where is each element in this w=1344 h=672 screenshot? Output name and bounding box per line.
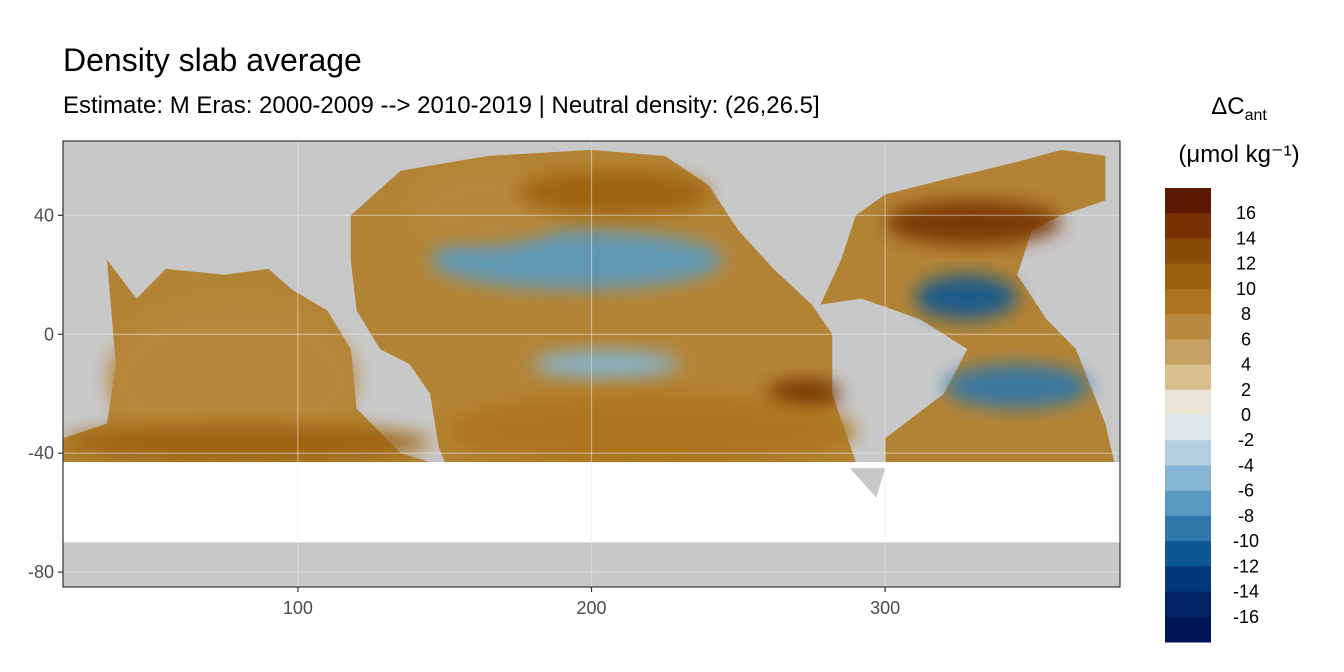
legend-label: 0 bbox=[1241, 405, 1251, 425]
heatmap-cell bbox=[885, 200, 1062, 246]
heatmap-cell bbox=[943, 364, 1091, 409]
legend-swatch bbox=[1165, 591, 1211, 618]
legend-label: 6 bbox=[1241, 329, 1251, 349]
legend-units: (μmol kg⁻¹) bbox=[1178, 141, 1299, 168]
heatmap-cell bbox=[63, 423, 431, 463]
legend-swatch bbox=[1165, 616, 1211, 643]
heatmap-cell bbox=[430, 230, 724, 290]
legend-label: 14 bbox=[1236, 228, 1256, 248]
legend-label: 4 bbox=[1241, 355, 1251, 375]
legend-swatch bbox=[1165, 364, 1211, 391]
legend-swatch bbox=[1165, 213, 1211, 239]
legend-label: -2 bbox=[1238, 430, 1254, 450]
legend-label: 12 bbox=[1236, 254, 1256, 274]
chart-title: Density slab average bbox=[63, 42, 362, 78]
legend-label: 2 bbox=[1241, 380, 1251, 400]
legend-label: -12 bbox=[1233, 556, 1259, 576]
legend-label: 16 bbox=[1236, 203, 1256, 223]
x-tick-label: 100 bbox=[283, 598, 313, 618]
heatmap-cell bbox=[444, 393, 856, 469]
legend-swatch bbox=[1165, 415, 1211, 441]
legend-label: -10 bbox=[1233, 531, 1259, 551]
y-tick-label: -80 bbox=[28, 562, 54, 582]
legend-swatch bbox=[1165, 490, 1211, 517]
legend-title-subscript: ant bbox=[1245, 107, 1268, 124]
legend-swatch bbox=[1165, 188, 1211, 214]
legend-swatch bbox=[1165, 440, 1211, 466]
legend: ΔCant (μmol kg⁻¹) 16 14 12 10 8 6 4 2 0 -2 -4 -6 -8 -10… bbox=[1165, 93, 1300, 643]
legend-label: -8 bbox=[1238, 506, 1254, 526]
legend-swatch bbox=[1165, 541, 1211, 567]
legend-swatch bbox=[1165, 339, 1211, 366]
heatmap-cell bbox=[914, 274, 1018, 320]
chart-subtitle: Estimate: M Eras: 2000-2009 --> 2010-201… bbox=[63, 92, 820, 119]
legend-label: 8 bbox=[1241, 304, 1251, 324]
legend-swatch bbox=[1165, 238, 1211, 265]
y-tick-label: -40 bbox=[28, 443, 54, 463]
legend-swatch bbox=[1165, 515, 1211, 542]
legend-label: -14 bbox=[1233, 582, 1259, 602]
legend-title: ΔCant bbox=[1211, 93, 1267, 124]
legend-swatch bbox=[1165, 288, 1211, 315]
legend-swatch bbox=[1165, 465, 1211, 492]
legend-swatch bbox=[1165, 566, 1211, 593]
heatmap-cell bbox=[518, 170, 709, 216]
legend-label: -4 bbox=[1238, 455, 1254, 475]
y-tick-label: 0 bbox=[44, 324, 54, 344]
heatmap-cell bbox=[532, 349, 680, 379]
legend-label: -6 bbox=[1238, 481, 1254, 501]
south-america-tip bbox=[849, 468, 886, 498]
legend-swatch bbox=[1165, 389, 1211, 416]
legend-label: -16 bbox=[1233, 607, 1259, 627]
x-tick-label: 200 bbox=[576, 598, 606, 618]
legend-swatch bbox=[1165, 263, 1211, 290]
heatmap-cell bbox=[767, 378, 842, 409]
y-tick-label: 40 bbox=[34, 205, 54, 225]
map-panel bbox=[63, 141, 1120, 587]
heatmap-cell bbox=[107, 304, 357, 454]
legend-label: 10 bbox=[1236, 279, 1256, 299]
x-tick-label: 300 bbox=[870, 598, 900, 618]
legend-swatch bbox=[1165, 314, 1211, 340]
